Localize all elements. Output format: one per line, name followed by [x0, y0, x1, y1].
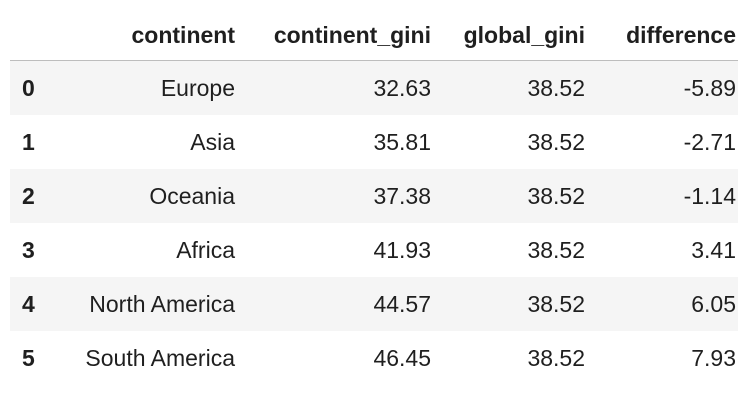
cell-continent: Asia [190, 128, 235, 155]
header-row: continent continent_gini global_gini dif… [10, 10, 738, 61]
table-row: 3 Africa 41.93 38.52 3.41 [10, 223, 738, 277]
table-row: 5 South America 46.45 38.52 7.93 [10, 331, 738, 385]
table-header: continent continent_gini global_gini dif… [10, 10, 738, 61]
row-index: 0 [22, 74, 35, 101]
cell-difference: -2.71 [683, 128, 736, 155]
cell-global-gini: 38.52 [527, 236, 585, 263]
column-header-continent-gini: continent_gini [237, 10, 433, 61]
row-index: 4 [22, 290, 35, 317]
table-row: 4 North America 44.57 38.52 6.05 [10, 277, 738, 331]
cell-global-gini: 38.52 [527, 74, 585, 101]
cell-global-gini: 38.52 [527, 182, 585, 209]
column-header-difference: difference [587, 10, 738, 61]
row-index: 2 [22, 182, 35, 209]
cell-continent: Africa [176, 236, 235, 263]
cell-global-gini: 38.52 [527, 128, 585, 155]
cell-continent-gini: 44.57 [373, 290, 431, 317]
column-header-continent: continent [52, 10, 237, 61]
cell-global-gini: 38.52 [527, 344, 585, 371]
cell-continent-gini: 32.63 [373, 74, 431, 101]
cell-difference: -5.89 [683, 74, 736, 101]
row-index: 1 [22, 128, 35, 155]
cell-continent: Europe [160, 74, 235, 101]
cell-difference: 7.93 [691, 344, 736, 371]
cell-continent: Oceania [149, 182, 235, 209]
cell-difference: 3.41 [691, 236, 736, 263]
cell-continent-gini: 46.45 [373, 344, 431, 371]
cell-global-gini: 38.52 [527, 290, 585, 317]
cell-continent: North America [89, 290, 235, 317]
cell-continent-gini: 35.81 [373, 128, 431, 155]
column-header-global-gini: global_gini [433, 10, 587, 61]
dataframe-table: continent continent_gini global_gini dif… [10, 10, 738, 385]
index-header [10, 10, 52, 61]
row-index: 5 [22, 344, 35, 371]
cell-difference: -1.14 [683, 182, 736, 209]
cell-continent-gini: 41.93 [373, 236, 431, 263]
table-row: 1 Asia 35.81 38.52 -2.71 [10, 115, 738, 169]
row-index: 3 [22, 236, 35, 263]
table-row: 0 Europe 32.63 38.52 -5.89 [10, 60, 738, 115]
table-body: 0 Europe 32.63 38.52 -5.89 1 Asia 35.81 … [10, 60, 738, 385]
cell-difference: 6.05 [691, 290, 736, 317]
cell-continent: South America [85, 344, 235, 371]
cell-continent-gini: 37.38 [373, 182, 431, 209]
table-row: 2 Oceania 37.38 38.52 -1.14 [10, 169, 738, 223]
